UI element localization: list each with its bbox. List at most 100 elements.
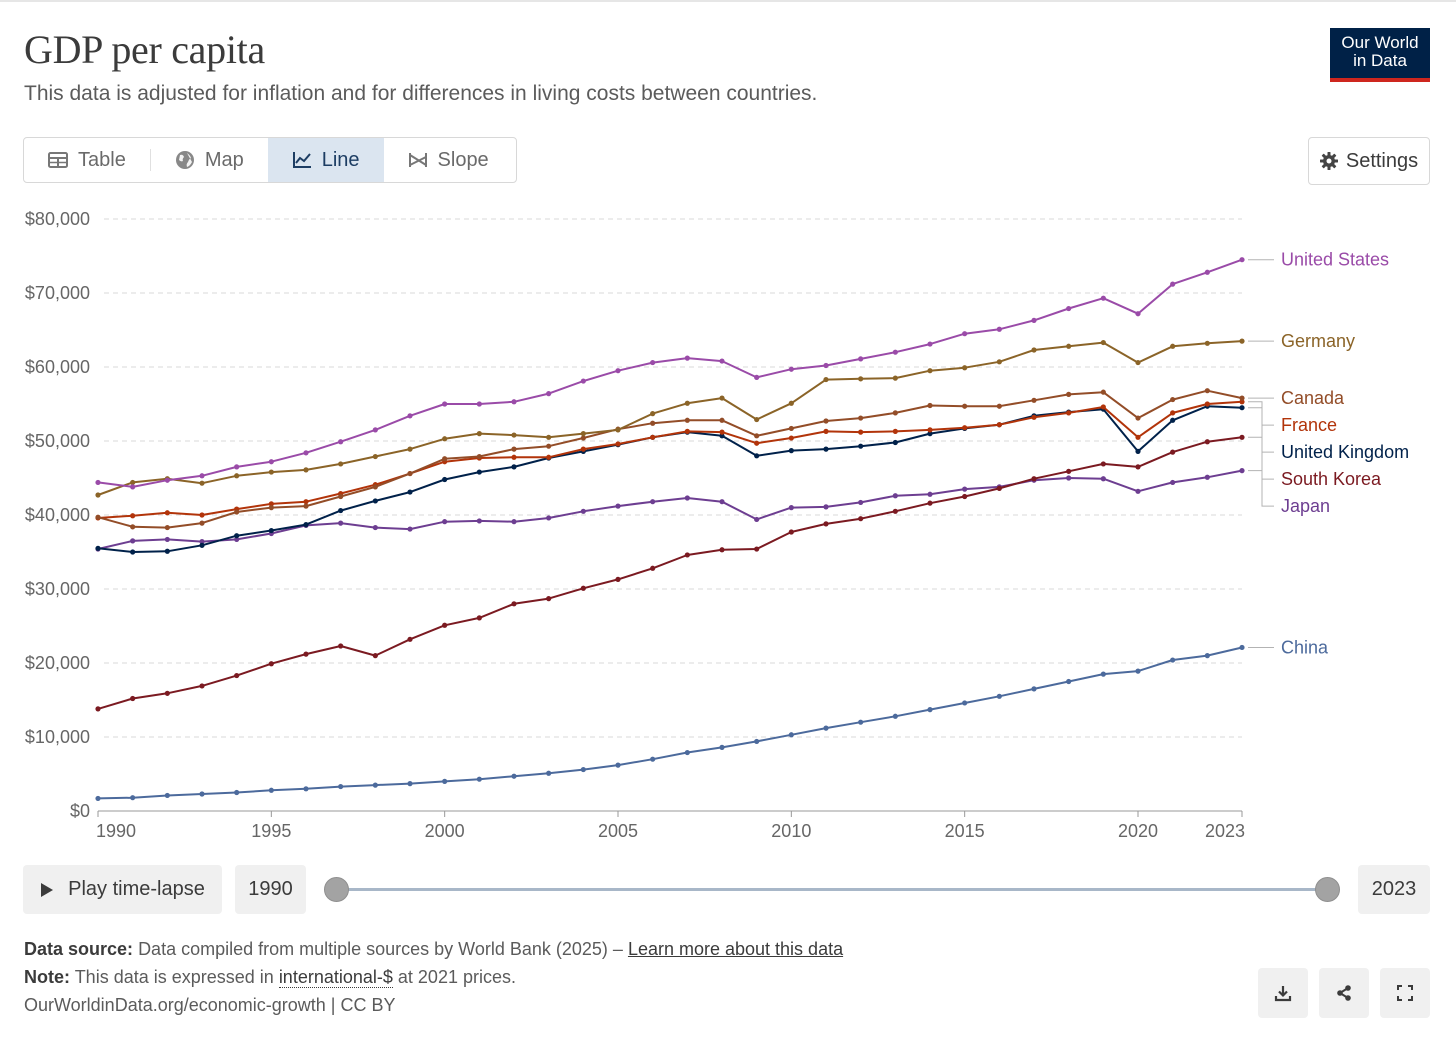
- data-point: [372, 484, 378, 490]
- data-point: [1170, 657, 1176, 663]
- data-point: [580, 378, 586, 384]
- settings-button[interactable]: Settings: [1308, 137, 1430, 185]
- x-tick-label: 2020: [1118, 821, 1158, 841]
- data-point: [927, 491, 933, 497]
- data-point: [130, 524, 136, 530]
- data-point: [407, 636, 413, 642]
- data-point: [650, 411, 656, 417]
- series-label: Japan: [1281, 496, 1330, 516]
- data-point: [442, 519, 448, 525]
- data-source-line: Data source: Data compiled from multiple…: [24, 939, 843, 960]
- data-point: [892, 428, 898, 434]
- data-point: [754, 416, 760, 423]
- data-source-label: Data source:: [24, 939, 134, 959]
- owid-logo[interactable]: Our World in Data: [1330, 28, 1430, 82]
- data-point: [892, 508, 898, 514]
- data-point: [823, 725, 829, 731]
- data-point: [1135, 448, 1141, 454]
- tab-slope[interactable]: Slope: [384, 138, 513, 182]
- data-point: [372, 653, 378, 659]
- data-point: [650, 499, 656, 505]
- data-point: [580, 435, 586, 441]
- y-tick-label: $70,000: [25, 283, 90, 303]
- start-year-box[interactable]: 1990: [235, 865, 306, 914]
- line-chart: $0 $10,000 $20,000 $30,000 $40,000 $50,000 $60…: [25, 209, 1409, 841]
- data-point: [684, 749, 690, 756]
- data-point: [95, 545, 101, 551]
- data-point: [1135, 434, 1141, 440]
- data-point: [1135, 488, 1141, 494]
- data-point: [476, 518, 482, 524]
- tab-map[interactable]: Map: [151, 138, 268, 182]
- data-point: [1100, 671, 1106, 677]
- data-point: [788, 400, 794, 406]
- data-point: [719, 429, 725, 435]
- series-line: [97, 469, 1243, 550]
- data-point: [95, 479, 101, 486]
- data-point: [580, 766, 586, 773]
- data-point: [407, 526, 413, 532]
- timeline-end-handle[interactable]: [1315, 877, 1340, 902]
- data-point: [650, 420, 656, 426]
- data-point: [234, 464, 240, 470]
- data-point: [684, 417, 690, 423]
- data-point: [546, 391, 552, 397]
- data-point: [1100, 404, 1106, 410]
- data-point: [996, 485, 1002, 491]
- data-point: [338, 783, 344, 790]
- play-timelapse-button[interactable]: Play time-lapse: [23, 865, 222, 914]
- data-point: [1170, 343, 1176, 349]
- table-icon: [48, 152, 68, 168]
- data-point: [1031, 476, 1037, 482]
- share-button[interactable]: [1319, 968, 1369, 1018]
- data-point: [996, 326, 1002, 332]
- timeline-start-handle[interactable]: [324, 877, 349, 902]
- data-point: [234, 536, 240, 543]
- y-tick-label: $10,000: [25, 727, 90, 747]
- download-button[interactable]: [1258, 968, 1308, 1018]
- data-point: [892, 410, 898, 416]
- timeline-slider-track[interactable]: [336, 888, 1328, 891]
- data-point: [1066, 391, 1072, 397]
- data-point: [892, 439, 898, 446]
- end-year-box[interactable]: 2023: [1358, 865, 1430, 914]
- data-point: [823, 504, 829, 510]
- international-dollar-link[interactable]: international-$: [278, 967, 393, 988]
- data-point: [268, 787, 274, 793]
- data-point: [476, 453, 482, 460]
- learn-more-link[interactable]: Learn more about this data: [627, 939, 844, 959]
- data-point: [858, 429, 864, 435]
- logo-line-2: in Data: [1353, 51, 1407, 70]
- data-point: [858, 415, 864, 421]
- series-line: [97, 340, 1243, 496]
- data-point: [164, 524, 170, 531]
- data-point: [476, 431, 482, 437]
- data-point: [754, 738, 760, 745]
- data-point: [927, 341, 933, 347]
- data-point: [164, 536, 170, 543]
- data-point: [338, 461, 344, 467]
- data-point: [823, 446, 829, 452]
- data-point: [511, 601, 517, 607]
- tab-line[interactable]: Line: [267, 138, 384, 182]
- data-point: [338, 643, 344, 649]
- data-point: [199, 480, 205, 486]
- x-tick-label: 1995: [251, 821, 291, 841]
- data-point: [234, 473, 240, 479]
- data-point: [754, 433, 760, 439]
- fullscreen-button[interactable]: [1380, 968, 1430, 1018]
- data-point: [719, 417, 725, 423]
- data-point: [1066, 475, 1072, 481]
- tab-table[interactable]: Table: [24, 138, 150, 182]
- data-point: [858, 719, 864, 725]
- data-point: [1135, 415, 1141, 421]
- fullscreen-icon: [1397, 985, 1413, 1001]
- data-point: [650, 756, 656, 762]
- data-point: [130, 484, 136, 490]
- data-point: [130, 479, 136, 486]
- data-point: [268, 527, 274, 534]
- data-point: [1204, 340, 1210, 346]
- data-point: [1204, 269, 1210, 275]
- label-connector: [1248, 436, 1274, 480]
- data-point: [234, 789, 240, 796]
